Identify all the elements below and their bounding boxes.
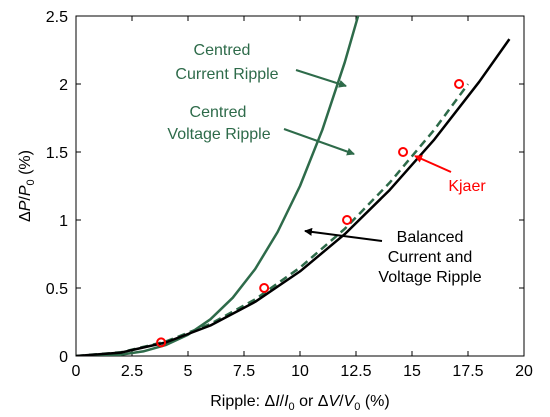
y-axis-label: ΔP/P0 (%)	[17, 150, 37, 222]
kjaer-points	[156, 79, 465, 348]
y-tick-label: 0.5	[46, 281, 68, 298]
x-tick-label: 15	[403, 363, 421, 380]
x-tick-labels: 0 2.5 5 7.5 10 12.5 15 17.5 20	[72, 363, 533, 380]
y-tick-label: 1.5	[46, 145, 68, 162]
annotation-current-line1: Centred	[194, 42, 251, 59]
series-layer	[76, 16, 511, 356]
arrow-voltage	[283, 128, 355, 156]
y-tick-label: 2.5	[46, 9, 68, 26]
annotation-balanced-line1: Balanced	[397, 229, 464, 246]
annotation-balanced: Balanced Current and Voltage Ripple	[304, 227, 482, 286]
y-tick-label: 2	[59, 77, 68, 94]
kjaer-point	[156, 337, 167, 348]
annotation-kjaer: Kjaer	[414, 155, 486, 195]
kjaer-point	[342, 215, 353, 225]
x-tick-label: 2.5	[121, 363, 143, 380]
arrow-balanced	[304, 227, 383, 242]
x-tick-label: 0	[72, 363, 81, 380]
annotation-balanced-line2: Current and	[388, 249, 473, 266]
annotation-voltage-line2: Voltage Ripple	[167, 126, 270, 143]
x-tick-label: 7.5	[233, 363, 255, 380]
x-tick-label: 5	[184, 363, 193, 380]
kjaer-point	[454, 79, 465, 89]
x-tick-label: 20	[515, 363, 533, 380]
x-tick-label: 10	[291, 363, 309, 380]
x-tick-label: 17.5	[452, 363, 483, 380]
annotation-balanced-line3: Voltage Ripple	[378, 269, 481, 286]
y-tick-label: 0	[59, 349, 68, 366]
kjaer-point	[398, 147, 409, 157]
x-axis-label: Ripple: ΔI/I0 or ΔV/V0 (%)	[210, 393, 389, 413]
arrow-current	[295, 69, 347, 88]
y-tick-labels: 0 0.5 1 1.5 2 2.5	[46, 9, 68, 366]
annotation-voltage-line1: Centred	[190, 104, 247, 121]
series-line-1	[76, 16, 360, 356]
annotation-centred-current: Centred Current Ripple	[175, 42, 347, 88]
series-line-3	[76, 38, 511, 356]
annotation-kjaer-label: Kjaer	[448, 178, 486, 195]
annotation-current-line2: Current Ripple	[175, 66, 278, 83]
x-tick-label: 12.5	[340, 363, 371, 380]
arrow-kjaer	[414, 155, 452, 173]
y-tick-label: 1	[59, 213, 68, 230]
kjaer-point	[259, 283, 270, 293]
annotation-centred-voltage: Centred Voltage Ripple	[167, 104, 355, 156]
